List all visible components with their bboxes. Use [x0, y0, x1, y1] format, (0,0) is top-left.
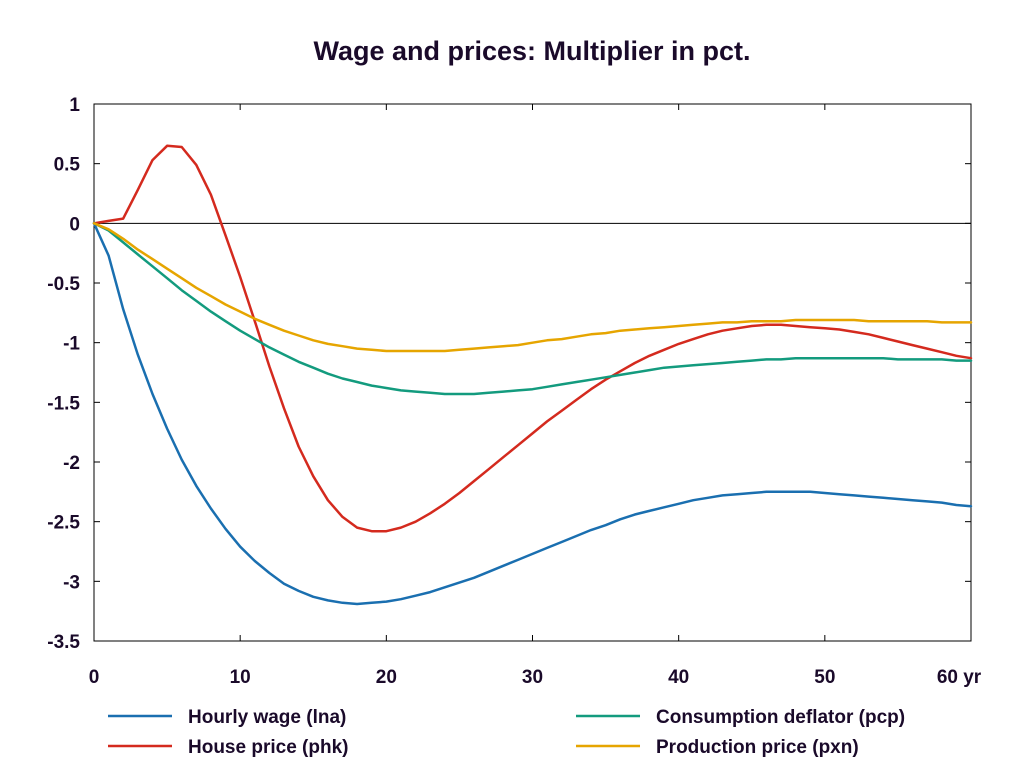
y-tick-label: 0.5 [54, 155, 81, 176]
y-tick-label: 1 [69, 95, 80, 116]
y-tick-label: -3.5 [47, 632, 80, 653]
y-tick-label: -2.5 [47, 513, 80, 534]
legend: Hourly wage (lna) Consumption deflator (p… [108, 707, 905, 758]
legend-label-house-price-phk: House price (phk) [188, 737, 348, 758]
x-tick-label: 20 [376, 667, 397, 688]
y-tick-label: -0.5 [47, 274, 80, 295]
legend-label-hourly-wage-lna: Hourly wage (lna) [188, 707, 346, 728]
y-tick-label: 0 [69, 214, 80, 235]
legend-label-consumption-deflator-pcp: Consumption deflator (pcp) [656, 707, 905, 728]
y-tick-label: -3 [63, 572, 80, 593]
series-line-consumption-deflator-pcp [92, 222, 973, 396]
chart-title: Wage and prices: Multiplier in pct. [313, 36, 750, 66]
series-line-hourly-wage-lna [92, 222, 973, 606]
x-tick-label: 30 [522, 667, 543, 688]
y-axis: 1 0.5 0 -0.5 -1 -1.5 -2 -2.5 -3 -3.5 [47, 95, 971, 653]
x-tick-label: 60 yr [937, 667, 982, 688]
legend-label-production-price-pxn: Production price (pxn) [656, 737, 859, 758]
x-tick-label: 50 [814, 667, 835, 688]
y-tick-label: -1.5 [47, 393, 80, 414]
y-tick-label: -2 [63, 453, 80, 474]
x-tick-label: 10 [230, 667, 251, 688]
x-tick-label: 40 [668, 667, 689, 688]
x-tick-label: 0 [89, 667, 100, 688]
series-line-house-price-phk [92, 144, 973, 533]
y-tick-label: -1 [63, 334, 80, 355]
series-line-production-price-pxn [92, 222, 973, 353]
series-layer [92, 144, 973, 606]
plot-frame [93, 103, 972, 642]
x-axis: 0 10 20 30 40 50 60 yr [89, 104, 982, 688]
plot-border [93, 103, 972, 642]
